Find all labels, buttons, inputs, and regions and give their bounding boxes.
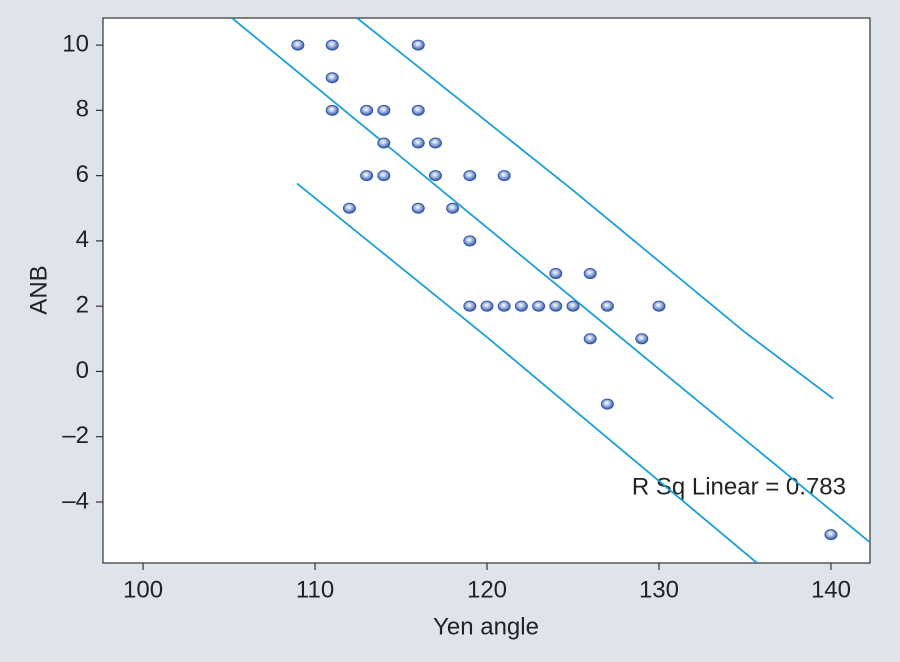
fit-line bbox=[356, 18, 834, 400]
x-tick-label: 130 bbox=[639, 576, 679, 603]
point bbox=[480, 300, 494, 312]
point bbox=[635, 333, 649, 345]
point bbox=[360, 104, 374, 116]
plot-area bbox=[102, 17, 871, 564]
point bbox=[428, 170, 442, 182]
fit-lines bbox=[231, 18, 870, 563]
x-tick-label: 100 bbox=[123, 576, 163, 603]
point bbox=[514, 300, 528, 312]
point bbox=[824, 529, 838, 541]
x-tick-label: 110 bbox=[296, 576, 334, 603]
point bbox=[411, 202, 425, 214]
point bbox=[463, 300, 477, 312]
fit-line bbox=[231, 18, 870, 544]
point bbox=[446, 202, 460, 214]
point bbox=[325, 104, 339, 116]
y-tick-label: 4 bbox=[76, 226, 89, 253]
point bbox=[428, 137, 442, 149]
point bbox=[463, 235, 477, 247]
point bbox=[600, 398, 614, 410]
point bbox=[325, 39, 339, 51]
point bbox=[463, 170, 477, 182]
y-tick-label: 10 bbox=[62, 30, 89, 57]
point bbox=[325, 72, 339, 84]
x-tick-label: 120 bbox=[467, 576, 507, 603]
point bbox=[652, 300, 666, 312]
point bbox=[377, 137, 391, 149]
point bbox=[549, 300, 563, 312]
point bbox=[411, 137, 425, 149]
point bbox=[532, 300, 546, 312]
annotation: R Sq Linear = 0.783 bbox=[632, 473, 846, 500]
y-tick-label: 0 bbox=[76, 357, 89, 384]
point bbox=[497, 300, 511, 312]
point bbox=[600, 300, 614, 312]
point bbox=[377, 104, 391, 116]
x-axis-label: Yen angle bbox=[433, 613, 539, 640]
y-axis-label: ANB bbox=[25, 265, 52, 314]
point bbox=[411, 104, 425, 116]
point bbox=[411, 39, 425, 51]
point bbox=[549, 268, 563, 280]
y-tick-label: –4 bbox=[62, 487, 89, 514]
x-tick-label: 140 bbox=[811, 576, 851, 603]
point bbox=[291, 39, 305, 51]
point bbox=[342, 202, 356, 214]
y-tick-label: –2 bbox=[62, 422, 89, 449]
point bbox=[583, 333, 597, 345]
point bbox=[566, 300, 580, 312]
point bbox=[583, 268, 597, 280]
fit-line bbox=[296, 182, 758, 563]
y-tick-label: 2 bbox=[76, 292, 89, 319]
point bbox=[360, 170, 374, 182]
y-tick-label: 8 bbox=[76, 96, 89, 123]
point bbox=[497, 170, 511, 182]
point bbox=[377, 170, 391, 182]
y-tick-label: 6 bbox=[76, 161, 89, 188]
